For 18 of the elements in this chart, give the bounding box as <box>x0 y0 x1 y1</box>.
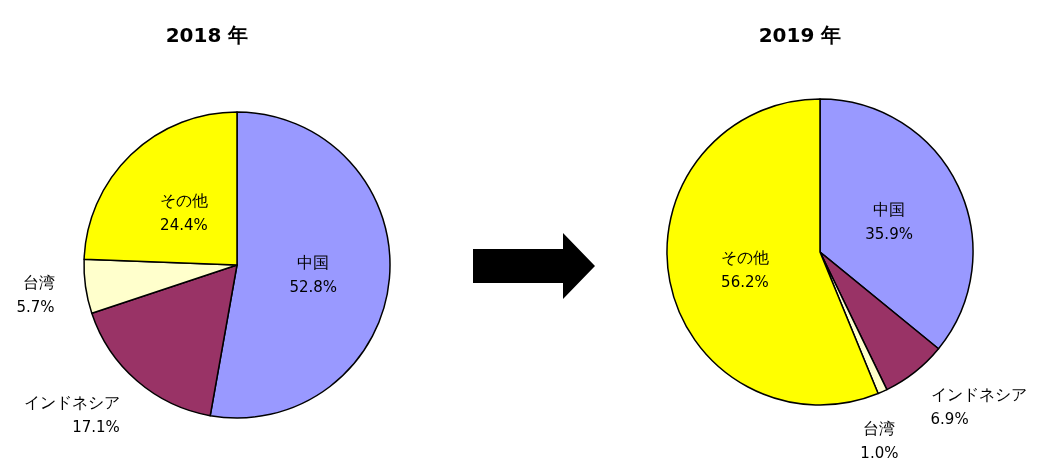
data-label: 24.4% <box>160 215 208 234</box>
chart-title: 2018 年 <box>165 23 249 47</box>
data-label: 35.9% <box>865 225 913 244</box>
data-label: 17.1% <box>72 417 120 436</box>
slice-label: 台湾 <box>22 273 55 293</box>
slice-label: 中国 <box>873 200 906 220</box>
chart-title: 2019 年 <box>758 23 842 47</box>
data-label: 6.9% <box>930 410 969 429</box>
data-label: 5.7% <box>16 298 55 317</box>
slice-label: 中国 <box>297 252 330 272</box>
data-label: 1.0% <box>860 444 899 463</box>
slice-label: 台湾 <box>863 419 896 439</box>
slice-label: インドネシア <box>930 385 1027 405</box>
slice-label: その他 <box>720 247 769 267</box>
data-label: 52.8% <box>289 277 338 296</box>
data-label: 56.2% <box>721 272 769 291</box>
slice-label: その他 <box>159 190 208 210</box>
slice-label: インドネシア <box>23 392 120 412</box>
